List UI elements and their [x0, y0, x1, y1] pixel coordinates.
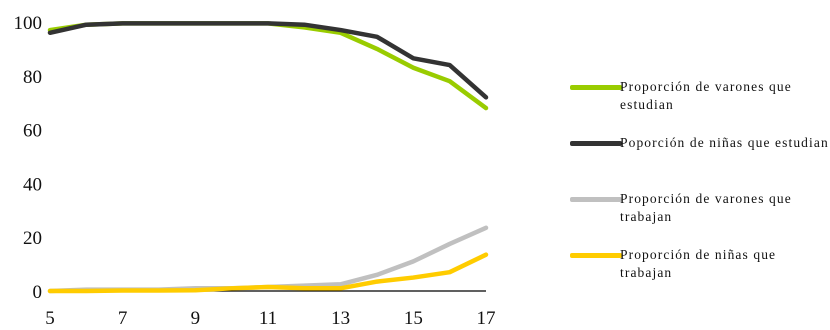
y-tick-label: 20 — [23, 228, 42, 249]
legend-swatch — [570, 197, 622, 202]
series-line-2 — [47, 21, 489, 100]
series-line-3 — [47, 225, 489, 294]
y-tick-label: 60 — [23, 121, 42, 142]
series-line-1 — [47, 21, 489, 111]
y-tick-label: 40 — [23, 174, 42, 195]
x-tick-label: 11 — [259, 308, 277, 329]
x-tick-label: 13 — [331, 308, 350, 329]
x-tick-label: 5 — [45, 308, 55, 329]
legend-item-3: Proporción de varones que trabajan — [568, 190, 828, 246]
y-tick-label: 100 — [14, 13, 43, 34]
legend-swatch — [570, 85, 622, 90]
legend-item-4: Proporción de niñas que trabajan — [568, 246, 828, 302]
series-lines — [47, 21, 489, 294]
legend-label: Poporción de niñas que estudian — [620, 135, 829, 150]
y-tick-label: 80 — [23, 67, 42, 88]
legend-label: Proporción de niñas que trabajan — [620, 247, 777, 280]
legend-label: Proporción de varones que estudian — [620, 79, 792, 112]
legend-item-2: Poporción de niñas que estudian — [568, 134, 828, 190]
legend-swatch — [570, 141, 622, 146]
x-tick-label: 17 — [477, 308, 496, 329]
legend-swatch — [570, 253, 622, 258]
x-tick-label: 9 — [191, 308, 201, 329]
y-tick-label: 0 — [33, 282, 43, 303]
x-tick-label: 7 — [118, 308, 128, 329]
series-line-4 — [47, 252, 489, 294]
legend-label: Proporción de varones que trabajan — [620, 191, 792, 224]
tick-labels: 0 20 40 60 80 100 5 7 9 11 13 15 17 — [14, 13, 496, 329]
legend-item-1: Proporción de varones que estudian — [568, 78, 828, 134]
x-tick-label: 15 — [404, 308, 423, 329]
legend: Proporción de varones que estudian Poporc… — [568, 78, 828, 302]
